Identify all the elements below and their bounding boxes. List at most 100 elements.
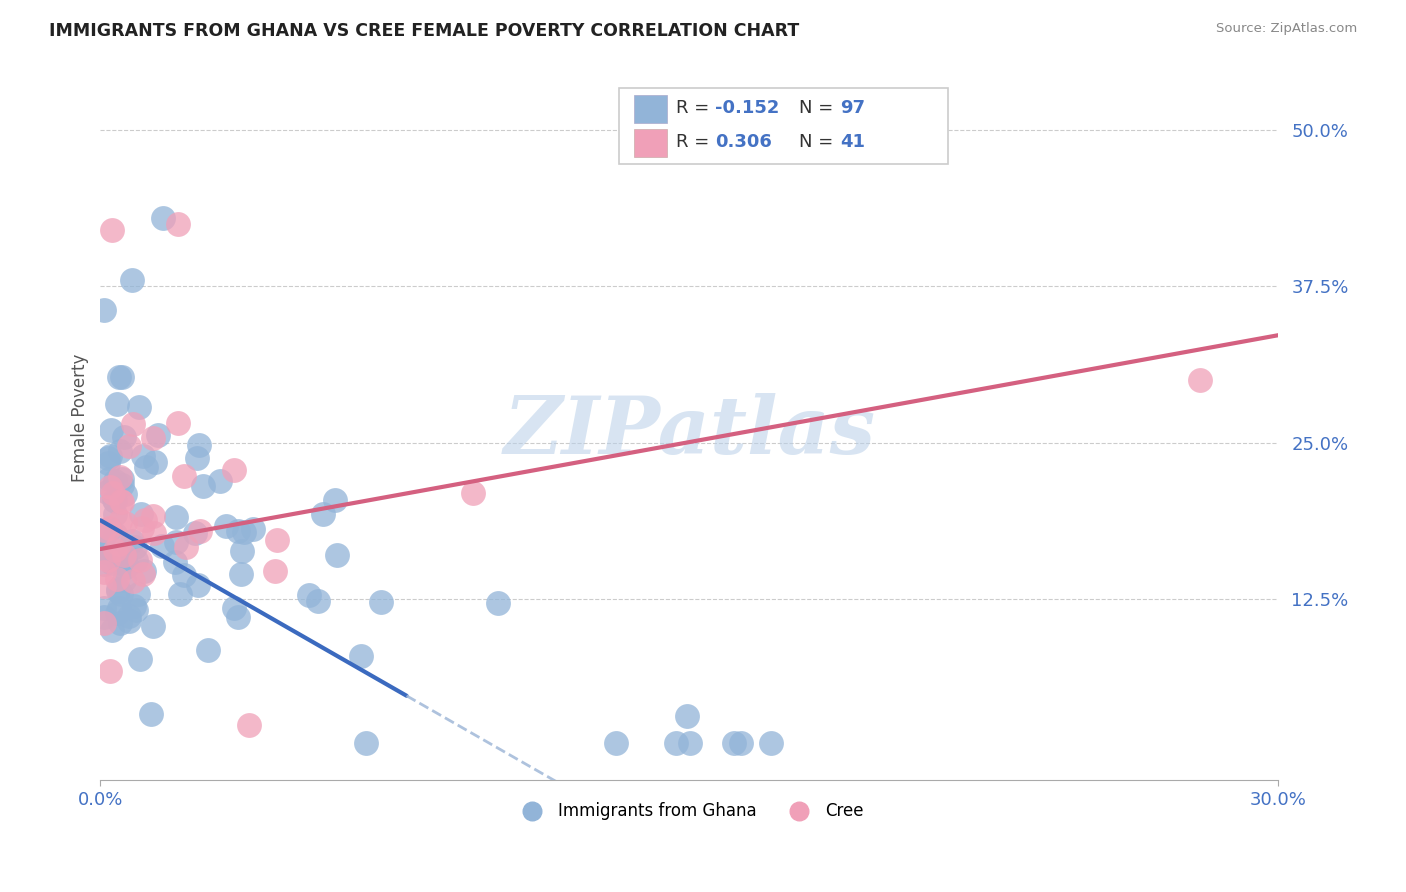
Point (128, 400, 150, 414)
Point (188, 524, 211, 538)
Point (174, 540, 197, 554)
Point (229, 566, 252, 581)
Point (187, 438, 209, 452)
Point (132, 566, 155, 581)
Point (108, 443, 131, 458)
Point (152, 211, 174, 225)
Point (730, 736, 752, 750)
Point (354, 736, 377, 750)
Point (678, 736, 700, 750)
Point (142, 431, 165, 445)
Point (105, 606, 128, 620)
Point (98, 664, 121, 678)
Point (108, 601, 131, 615)
Point (93, 302, 115, 317)
Point (108, 369, 131, 384)
Point (141, 706, 163, 721)
Point (125, 553, 148, 567)
Point (122, 574, 145, 588)
Point (142, 508, 165, 523)
Point (107, 584, 129, 599)
Point (665, 736, 688, 750)
Point (100, 423, 122, 437)
Point (112, 561, 135, 575)
Point (312, 507, 335, 521)
Point (98, 520, 121, 534)
Point (122, 417, 145, 431)
Point (93, 601, 115, 615)
Point (350, 649, 373, 664)
Text: -0.152: -0.152 (716, 99, 779, 117)
Point (187, 578, 209, 592)
Point (96, 485, 118, 500)
Point (131, 521, 153, 535)
Text: 97: 97 (839, 99, 865, 117)
Point (150, 539, 173, 553)
Point (163, 555, 186, 569)
Point (127, 587, 149, 601)
Point (111, 472, 134, 486)
Point (761, 736, 783, 750)
Point (101, 223, 124, 237)
Point (121, 273, 143, 287)
Point (111, 370, 134, 384)
Point (298, 588, 321, 602)
Point (142, 526, 165, 541)
Point (122, 599, 145, 614)
Text: Source: ZipAtlas.com: Source: ZipAtlas.com (1216, 22, 1357, 36)
Point (605, 736, 627, 750)
Text: IMMIGRANTS FROM GHANA VS CREE FEMALE POVERTY CORRELATION CHART: IMMIGRANTS FROM GHANA VS CREE FEMALE POV… (49, 22, 800, 40)
Point (96, 450, 118, 465)
Point (222, 462, 245, 476)
FancyBboxPatch shape (619, 87, 949, 164)
Point (124, 540, 146, 554)
Point (224, 601, 246, 615)
Point (129, 552, 152, 566)
Point (233, 525, 256, 540)
Point (121, 533, 143, 548)
Point (98, 449, 121, 463)
FancyBboxPatch shape (634, 129, 666, 157)
Text: 41: 41 (839, 133, 865, 151)
Point (103, 486, 125, 500)
Point (93, 557, 115, 571)
Point (370, 595, 392, 609)
Point (101, 623, 124, 637)
Point (209, 475, 232, 489)
Point (167, 217, 190, 231)
Point (1188, 373, 1211, 387)
Point (115, 558, 138, 573)
Point (112, 549, 135, 563)
Point (118, 608, 141, 623)
Point (108, 615, 131, 630)
Text: N =: N = (799, 133, 839, 151)
Point (93, 579, 115, 593)
Point (165, 535, 187, 549)
Point (93, 566, 115, 580)
Point (110, 478, 132, 492)
Point (129, 508, 152, 522)
Point (117, 614, 139, 628)
Point (183, 525, 205, 540)
Point (146, 428, 169, 442)
Point (97, 553, 120, 567)
Point (107, 554, 129, 568)
Point (104, 475, 127, 489)
Point (97, 456, 120, 470)
Point (723, 736, 745, 750)
Point (97, 472, 120, 486)
Text: R =: R = (676, 99, 716, 117)
Point (323, 492, 346, 507)
Point (238, 717, 260, 731)
Point (169, 587, 191, 601)
Point (94, 545, 117, 559)
Point (105, 572, 128, 586)
Point (135, 460, 157, 475)
Text: R =: R = (676, 133, 716, 151)
Point (112, 430, 135, 444)
Text: ZIPatlas: ZIPatlas (503, 393, 876, 471)
Point (104, 507, 127, 521)
Point (325, 548, 347, 562)
Point (104, 494, 127, 508)
Point (242, 522, 264, 536)
